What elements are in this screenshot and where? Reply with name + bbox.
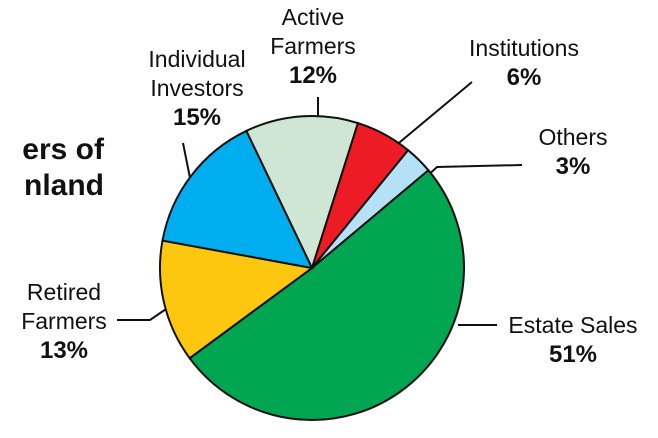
chart-title: ers of: [22, 133, 104, 166]
pie-slice: [188, 168, 465, 421]
value-label: 6%: [506, 64, 542, 91]
pie: [159, 115, 465, 421]
leader-line: [387, 81, 473, 153]
leader-line: [117, 304, 173, 321]
value-label: 3%: [555, 153, 591, 180]
value-label: 12%: [288, 62, 338, 89]
category-label: Estate Sales: [508, 312, 638, 338]
category-label: Active Farmers: [270, 4, 356, 59]
category-label: Retired Farmers: [21, 279, 107, 334]
value-label: 13%: [39, 337, 89, 364]
value-label: 15%: [172, 104, 222, 131]
slice-label: Individual Investors 15%: [132, 45, 262, 132]
slice-label: Estate Sales 51%: [493, 311, 653, 369]
leader-line: [424, 164, 523, 179]
slice-label: Institutions 6%: [449, 34, 599, 92]
category-label: Others: [538, 124, 608, 150]
chart-title: nland: [24, 169, 104, 202]
category-label: Institutions: [469, 35, 579, 61]
category-label: Individual Investors: [148, 46, 246, 101]
slice-label: Retired Farmers 13%: [9, 278, 119, 365]
value-label: 51%: [548, 341, 598, 368]
slice-label: Others 3%: [513, 123, 633, 181]
pie-slice: [161, 129, 314, 270]
pie-slice: [244, 115, 360, 271]
pie-slice: [159, 239, 315, 360]
slice-label: Active Farmers 12%: [258, 3, 368, 90]
